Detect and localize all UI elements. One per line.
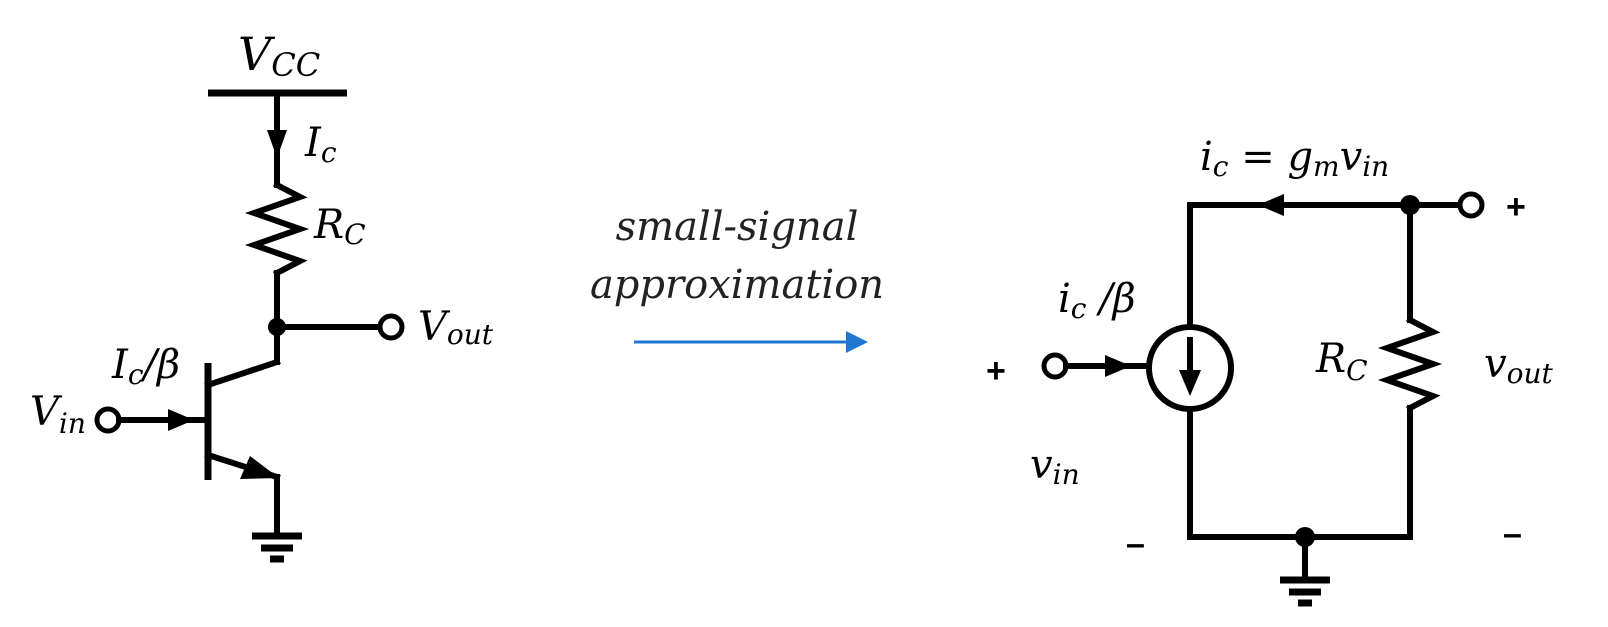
- output-plus-terminal[interactable]: [1457, 191, 1485, 219]
- small-signal-output-label: vout: [1484, 341, 1554, 390]
- output-label: Vout: [418, 304, 494, 351]
- transconductance-equation: ic = gmvin: [1200, 134, 1389, 183]
- input-plus-sign: +: [986, 352, 1006, 390]
- input-label: Vin: [30, 389, 86, 440]
- transform-section: small-signal approximation: [590, 204, 884, 353]
- output-resistor: [1377, 315, 1443, 413]
- transform-caption-line2: approximation: [590, 262, 884, 308]
- small-signal-input-arrow-icon: [1105, 355, 1131, 377]
- collector-resistor: [244, 180, 310, 278]
- small-signal-input-label: vin: [1030, 442, 1080, 491]
- output-minus-sign: –: [1503, 515, 1522, 553]
- base-current-label: Ic/β: [111, 342, 180, 391]
- transform-arrow-head-icon: [846, 331, 868, 353]
- transform-caption-line1: small-signal: [616, 204, 859, 250]
- input-terminal[interactable]: [94, 406, 122, 434]
- current-source-label: ic /β: [1058, 276, 1136, 325]
- right-circuit: ic = gmvin ic /β RC vout vin + + – –: [986, 134, 1554, 607]
- collector-resistor-label: RC: [313, 202, 366, 251]
- collector-current-arrow: [267, 130, 287, 158]
- small-signal-input-terminal[interactable]: [1041, 352, 1069, 380]
- output-resistor-label: RC: [1315, 336, 1368, 387]
- left-circuit: VCC Ic RC Vout Ic/β Vin: [30, 27, 494, 563]
- vcc-label: VCC: [238, 27, 320, 84]
- emitter-arrow-icon: [240, 456, 279, 479]
- output-plus-sign: +: [1506, 188, 1526, 226]
- input-minus-sign: –: [1126, 525, 1145, 563]
- top-current-arrow-icon: [1258, 194, 1284, 216]
- current-source-arrow-icon: [1179, 370, 1201, 396]
- collector-current-label: Ic: [304, 120, 337, 169]
- input-arrow-icon: [168, 409, 194, 431]
- output-terminal[interactable]: [377, 313, 405, 341]
- transistor-collector-leg: [204, 358, 281, 389]
